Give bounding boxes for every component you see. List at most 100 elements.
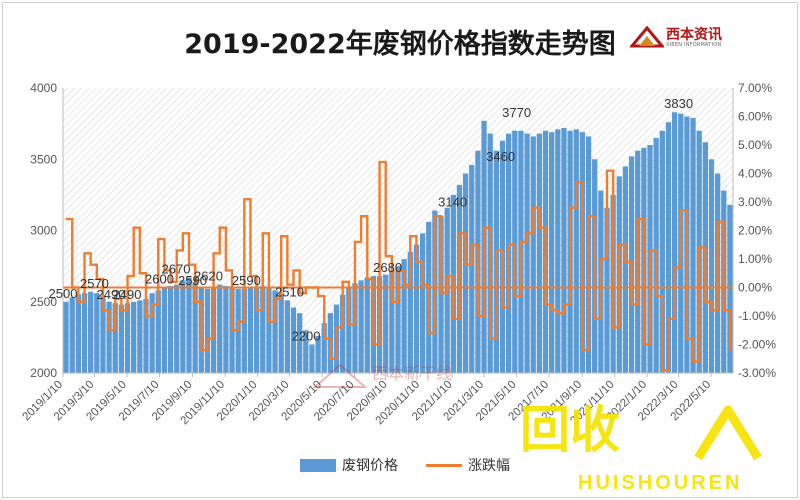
data-label: 2500 bbox=[49, 286, 78, 301]
change-point bbox=[182, 232, 184, 234]
price-bar bbox=[167, 286, 174, 373]
change-point bbox=[569, 207, 571, 209]
y2-tick-label: 7.00% bbox=[738, 81, 772, 95]
change-point bbox=[532, 207, 534, 209]
price-bar bbox=[315, 335, 321, 373]
change-point bbox=[292, 269, 295, 271]
y-tick-label: 3000 bbox=[30, 224, 57, 238]
price-bar bbox=[690, 117, 696, 373]
change-point bbox=[108, 329, 110, 331]
change-point bbox=[655, 295, 657, 297]
price-bar bbox=[671, 112, 678, 373]
price-bar bbox=[297, 313, 303, 373]
change-point bbox=[385, 255, 387, 257]
price-bar bbox=[161, 287, 168, 373]
data-label: 2510 bbox=[275, 284, 304, 299]
change-point bbox=[520, 241, 522, 243]
change-point bbox=[145, 315, 147, 317]
change-point bbox=[378, 161, 381, 163]
change-point bbox=[415, 261, 418, 263]
price-bar bbox=[549, 132, 555, 373]
logo-name: 西本资讯 bbox=[666, 27, 722, 43]
change-point bbox=[372, 343, 375, 346]
price-bar bbox=[364, 277, 370, 373]
data-label: 2680 bbox=[373, 260, 402, 275]
change-point bbox=[237, 321, 239, 323]
change-point bbox=[409, 235, 411, 237]
price-bar bbox=[395, 266, 401, 374]
price-bar bbox=[462, 173, 469, 373]
change-point bbox=[335, 326, 338, 328]
change-point bbox=[391, 301, 393, 303]
data-label: 2590 bbox=[178, 273, 207, 288]
change-point bbox=[465, 264, 467, 266]
change-point bbox=[618, 244, 620, 246]
change-point bbox=[102, 309, 104, 311]
price-bar bbox=[88, 291, 94, 373]
change-point bbox=[600, 258, 602, 260]
change-point bbox=[667, 318, 670, 320]
price-bar bbox=[266, 287, 272, 373]
y2-tick-label: -2.00% bbox=[738, 338, 776, 352]
change-point bbox=[723, 309, 725, 311]
change-point bbox=[249, 275, 252, 277]
price-bar bbox=[272, 290, 278, 373]
change-point bbox=[575, 181, 577, 183]
change-point bbox=[594, 318, 596, 320]
price-bar bbox=[573, 129, 579, 373]
data-label: 2620 bbox=[194, 269, 223, 284]
data-label: 3140 bbox=[438, 195, 467, 210]
chart-title: 2019-2022年废钢价格指数走势图 bbox=[184, 29, 616, 60]
price-bar bbox=[419, 233, 426, 373]
data-label: 3460 bbox=[486, 149, 515, 164]
price-bar bbox=[241, 288, 247, 373]
data-label: 2600 bbox=[145, 272, 174, 287]
change-point bbox=[458, 232, 461, 234]
price-bar bbox=[389, 270, 395, 373]
change-point bbox=[717, 221, 719, 223]
change-point bbox=[446, 275, 448, 277]
change-point bbox=[348, 323, 350, 326]
price-bar bbox=[352, 283, 358, 373]
price-bar bbox=[174, 284, 180, 373]
change-point bbox=[317, 295, 319, 297]
change-point bbox=[710, 309, 713, 311]
price-bar bbox=[94, 293, 100, 373]
price-bar bbox=[536, 133, 543, 373]
change-point bbox=[606, 170, 608, 172]
price-bar bbox=[622, 166, 629, 374]
logo-mark-icon bbox=[628, 25, 666, 48]
change-point bbox=[698, 247, 700, 249]
change-point bbox=[157, 238, 159, 240]
data-label: 2200 bbox=[292, 329, 321, 344]
change-point bbox=[403, 284, 405, 286]
price-bar bbox=[186, 277, 192, 373]
change-point bbox=[557, 312, 559, 314]
change-point bbox=[120, 309, 122, 311]
change-point bbox=[624, 261, 627, 263]
change-point bbox=[397, 269, 399, 271]
line-series bbox=[65, 160, 732, 372]
change-point bbox=[126, 275, 129, 277]
price-bar bbox=[143, 298, 149, 373]
price-bar bbox=[358, 280, 364, 374]
price-bar bbox=[469, 164, 475, 373]
change-point bbox=[256, 309, 258, 311]
price-bar bbox=[407, 251, 413, 374]
legend-item-change: 涨跌幅 bbox=[426, 455, 510, 475]
change-point bbox=[231, 329, 233, 331]
change-point bbox=[268, 321, 270, 323]
change-point bbox=[551, 309, 553, 311]
recycle-mark-icon bbox=[694, 405, 762, 461]
change-point bbox=[704, 301, 706, 303]
change-point bbox=[114, 298, 116, 300]
data-label: 2490 bbox=[113, 287, 142, 302]
change-point bbox=[206, 338, 209, 340]
change-point bbox=[587, 215, 590, 217]
change-point bbox=[428, 332, 430, 334]
change-point bbox=[686, 338, 688, 340]
price-bar bbox=[149, 293, 155, 373]
price-bar bbox=[137, 300, 143, 373]
change-point bbox=[176, 249, 178, 252]
price-bar bbox=[69, 297, 75, 373]
